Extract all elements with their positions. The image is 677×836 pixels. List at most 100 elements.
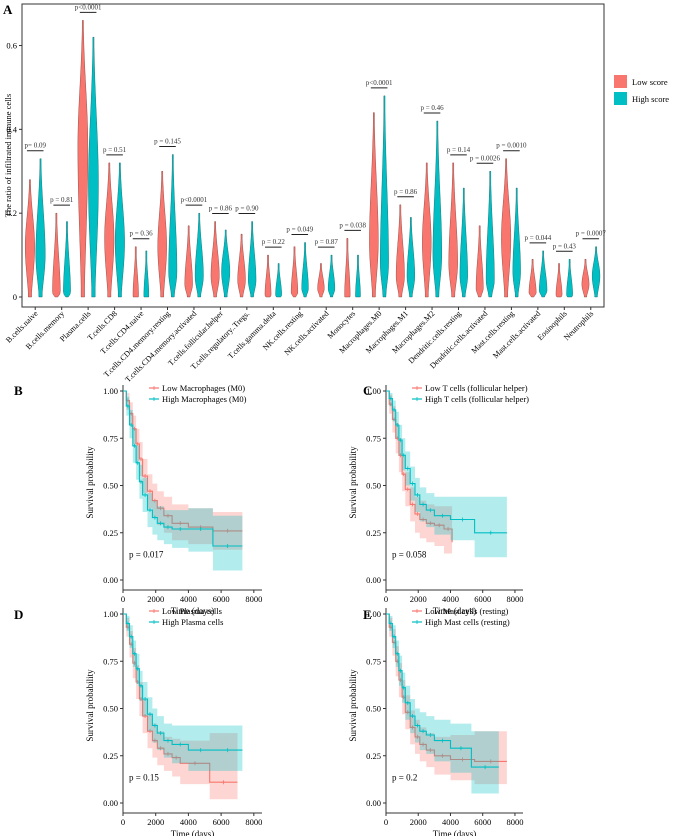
violin-low-score — [528, 259, 537, 298]
censor-mark — [138, 683, 143, 688]
y-tick-label: 0.75 — [103, 656, 118, 666]
x-tick-label: 0 — [384, 817, 388, 827]
censor-mark — [129, 634, 134, 639]
censor-mark — [132, 651, 137, 656]
x-tick-label: 6000 — [474, 817, 491, 827]
violin-low-score — [104, 162, 115, 298]
violin-high-score — [301, 242, 309, 298]
y-tick-label: 1.00 — [103, 386, 118, 396]
censor-mark — [143, 492, 148, 497]
violin-high-score — [88, 36, 99, 298]
confidence-band — [386, 614, 507, 785]
x-tick-label: 0 — [121, 594, 125, 604]
legend-label: Low T cells (follicular helper) — [425, 383, 528, 393]
violin-low-score — [52, 212, 61, 298]
censor-mark — [192, 761, 197, 766]
legend-label: High Macrophages (M0) — [162, 394, 247, 404]
legend-censor-mark — [152, 620, 156, 624]
x-tick-label: 8000 — [506, 817, 523, 827]
violin-low-score — [264, 254, 272, 298]
censor-mark — [135, 666, 140, 671]
censor-mark — [460, 517, 465, 522]
survival-panel-e: E 0.00 0.25 0.50 0.75 1.00 0 2000 4000 6000 8000 Ti… — [348, 606, 523, 836]
censor-mark — [174, 755, 179, 760]
violin-low-score — [132, 246, 139, 298]
legend-a: Low score High score — [614, 75, 669, 105]
violin-low-score — [184, 225, 193, 298]
censor-mark — [410, 714, 415, 719]
censor-mark — [405, 710, 410, 715]
y-tick-label: 0.75 — [366, 433, 381, 443]
violin-low-score — [555, 263, 563, 298]
p-value-label: p = 0.22 — [262, 238, 286, 246]
y-tick-label: 1.00 — [366, 609, 381, 619]
x-tick-label: 2000 — [410, 594, 427, 604]
censor-mark — [428, 508, 433, 513]
violin-high-score — [485, 171, 495, 298]
censor-mark — [165, 738, 170, 743]
x-axis-label: Time (days) — [433, 606, 476, 616]
censor-mark — [135, 460, 140, 465]
x-tick-label: 4000 — [180, 594, 197, 604]
censor-mark — [147, 729, 152, 734]
censor-mark — [421, 517, 426, 522]
p-value-label: p = 0.81 — [50, 196, 74, 204]
censor-mark — [392, 407, 397, 412]
legend-censor-mark — [415, 386, 419, 390]
y-tick-label: 0.25 — [103, 528, 118, 538]
censor-mark — [125, 404, 130, 409]
x-tick-label: T.cells.gamma.delta — [226, 309, 278, 361]
p-value-label: p = 0.36 — [129, 230, 153, 238]
censor-mark — [165, 525, 170, 530]
censor-mark — [388, 621, 393, 626]
legend-label-high: High score — [632, 94, 669, 104]
panel-label: E — [363, 607, 372, 622]
survival-panel-d: D 0.00 0.25 0.50 0.75 1.00 0 2000 4000 6000 8000 Ti… — [14, 606, 262, 836]
censor-mark — [198, 526, 203, 531]
violin-low-score — [210, 221, 220, 298]
violin-high-score — [539, 250, 548, 298]
censor-mark — [225, 543, 230, 548]
censor-mark — [483, 765, 488, 770]
violin-low-score — [501, 158, 512, 298]
censor-mark — [152, 498, 157, 503]
y-tick-label: 0.50 — [103, 481, 118, 491]
x-tick-label: 0 — [121, 817, 125, 827]
violin-high-score — [459, 187, 468, 298]
censor-mark — [446, 526, 451, 531]
censor-mark — [388, 396, 393, 401]
panel-a: A The ratio of infiltrated immune cells 0 0… — [3, 2, 669, 384]
legend-label: Low Plasma cells — [162, 606, 222, 616]
confidence-band — [123, 614, 243, 771]
censor-mark — [415, 492, 420, 497]
violin-high-score — [566, 259, 573, 298]
violin-low-score — [581, 259, 590, 298]
x-tick-label: 8000 — [245, 594, 262, 604]
p-value-label: p = 0.044 — [525, 234, 552, 242]
censor-mark — [158, 506, 163, 511]
p-value-label: p = 0.0026 — [470, 154, 501, 162]
censor-mark — [440, 753, 445, 758]
violin-low-score — [77, 20, 89, 298]
y-tick-label: 0.00 — [103, 798, 118, 808]
censor-mark — [152, 738, 157, 743]
x-tick-label: 6000 — [213, 817, 230, 827]
y-tick-label: 0.75 — [103, 433, 118, 443]
violin-low-score — [25, 179, 35, 298]
x-tick-label: 4000 — [442, 817, 459, 827]
y-tick-label: 0.00 — [366, 798, 381, 808]
censor-mark — [143, 474, 148, 479]
censor-mark — [132, 443, 137, 448]
censor-mark — [165, 513, 170, 518]
censor-mark — [428, 748, 433, 753]
violin-low-score — [422, 162, 432, 298]
violin-high-score — [194, 212, 204, 298]
y-tick-label: 0.50 — [366, 704, 381, 714]
confidence-band — [123, 391, 243, 571]
p-value-label: p = 0.058 — [392, 549, 427, 559]
legend-censor-mark — [152, 609, 156, 613]
censor-mark — [152, 515, 157, 520]
y-tick-label: 1.00 — [103, 609, 118, 619]
y-tick-label: 0.00 — [366, 575, 381, 585]
legend-label: High Plasma cells — [162, 617, 223, 627]
